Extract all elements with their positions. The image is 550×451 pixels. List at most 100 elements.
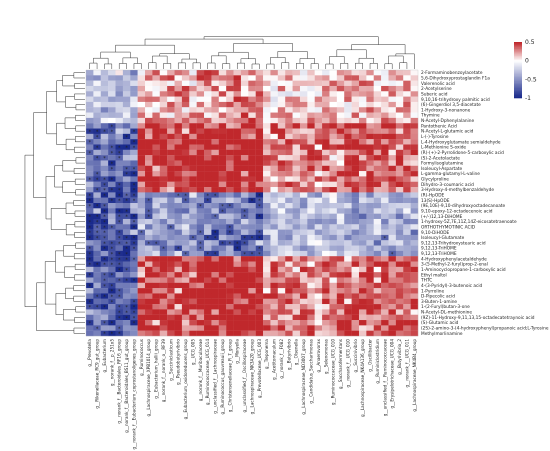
heatmap-cell <box>86 213 94 220</box>
heatmap-cell <box>358 91 367 97</box>
heatmap-cell <box>255 293 264 299</box>
significance-mark: * <box>125 199 128 205</box>
heatmap-cell <box>263 266 271 273</box>
heatmap-cell <box>270 298 278 305</box>
heatmap-cell <box>403 149 411 156</box>
heatmap-cell <box>292 112 301 119</box>
heatmap-cell <box>366 272 374 278</box>
heatmap-cell <box>86 325 94 331</box>
dendrogram-branch <box>74 263 85 270</box>
heatmap-cell <box>329 272 337 278</box>
heatmap-cell <box>167 80 175 87</box>
heatmap-cell <box>322 117 330 124</box>
heatmap-cell <box>189 245 197 252</box>
significance-mark: * <box>214 231 217 237</box>
heatmap-cell <box>336 155 345 161</box>
heatmap-cell <box>122 155 131 161</box>
heatmap-cell <box>100 70 109 76</box>
significance-mark: * <box>103 156 106 162</box>
heatmap-cell <box>270 107 278 113</box>
row-label: 13(S)-HpODE <box>421 198 450 204</box>
heatmap-cell <box>130 181 138 188</box>
row-label: 2-Acetylserine <box>421 86 452 92</box>
dendrogram-branch <box>358 57 374 64</box>
heatmap-cell <box>130 314 138 321</box>
heatmap-cell <box>277 155 286 161</box>
dendrogram-branch <box>177 62 186 69</box>
heatmap-cell <box>115 187 124 193</box>
heatmap-cell <box>240 250 249 257</box>
heatmap-cell <box>263 325 271 331</box>
heatmap-cell <box>314 213 323 220</box>
heatmap-cell <box>211 213 219 220</box>
heatmap-cell <box>226 245 234 252</box>
heatmap-cell <box>196 80 205 87</box>
heatmap-cell <box>100 85 109 92</box>
heatmap-cell <box>351 250 360 257</box>
heatmap-cell <box>100 325 109 331</box>
heatmap-cell <box>100 203 109 209</box>
heatmap-cell <box>277 229 286 236</box>
heatmap-cell <box>395 320 404 326</box>
heatmap-cell <box>181 320 190 326</box>
heatmap-cell <box>299 128 308 134</box>
heatmap-cell <box>307 282 315 289</box>
heatmap-cell <box>108 288 116 294</box>
significance-mark: * <box>243 215 246 221</box>
heatmap-cell <box>204 282 212 289</box>
dendrogram-branch <box>222 63 231 69</box>
heatmap-cell <box>152 298 160 305</box>
heatmap-cell <box>86 203 94 209</box>
heatmap-cell <box>226 80 234 87</box>
heatmap-cell <box>167 203 175 209</box>
heatmap-cell <box>93 250 101 257</box>
heatmap-cell <box>211 277 219 283</box>
heatmap-cell <box>189 112 197 119</box>
heatmap-cell <box>189 165 197 172</box>
heatmap-cell <box>329 208 337 214</box>
heatmap-cell <box>388 325 397 331</box>
heatmap-cell <box>373 139 382 145</box>
heatmap-cell <box>329 149 337 156</box>
heatmap-cell <box>189 101 197 108</box>
heatmap-cell <box>322 256 330 262</box>
heatmap-cell <box>388 282 397 289</box>
heatmap-cell <box>159 330 168 337</box>
heatmap-cell <box>270 123 278 129</box>
heatmap-cell <box>299 155 308 161</box>
heatmap-cell <box>167 314 175 321</box>
colorbar-tick-label: 0 <box>525 58 529 65</box>
dendrogram-branch <box>104 63 113 69</box>
heatmap-cell <box>366 139 374 145</box>
heatmap-cell <box>403 240 411 246</box>
heatmap-cell <box>322 234 330 241</box>
heatmap-cell <box>130 320 138 326</box>
heatmap-cell <box>395 187 404 193</box>
heatmap-cell <box>86 75 94 81</box>
heatmap-cell <box>270 293 278 299</box>
row-label: Methylmorlinamine <box>421 331 463 337</box>
heatmap-cell <box>122 229 131 236</box>
heatmap-cell <box>277 282 286 289</box>
heatmap-cell <box>240 304 249 310</box>
heatmap-cell <box>226 314 234 321</box>
heatmap-cell <box>86 176 94 182</box>
heatmap-cell <box>344 298 352 305</box>
heatmap-cell <box>292 208 301 214</box>
heatmap-cell <box>248 155 256 161</box>
heatmap-cell <box>240 309 249 315</box>
heatmap-cell <box>410 203 419 209</box>
heatmap-cell <box>277 107 286 113</box>
heatmap-cell <box>233 272 242 278</box>
heatmap-cell <box>285 197 293 204</box>
heatmap-cell <box>181 256 190 262</box>
heatmap-cell <box>336 298 345 305</box>
heatmap-cell <box>373 304 382 310</box>
significance-mark: * <box>103 236 106 242</box>
heatmap-cells: ** * * * ** ** ** * * * ** * ** * *** * ** * ** * * ** * ** * * * *… <box>85 69 419 338</box>
heatmap-cell <box>366 261 374 267</box>
dendrogram-branch <box>73 168 85 174</box>
heatmap-cell <box>145 203 153 209</box>
heatmap-cell <box>115 107 124 113</box>
heatmap-cell <box>336 192 345 198</box>
